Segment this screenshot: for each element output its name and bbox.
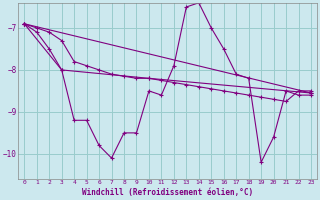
X-axis label: Windchill (Refroidissement éolien,°C): Windchill (Refroidissement éolien,°C) bbox=[82, 188, 253, 197]
